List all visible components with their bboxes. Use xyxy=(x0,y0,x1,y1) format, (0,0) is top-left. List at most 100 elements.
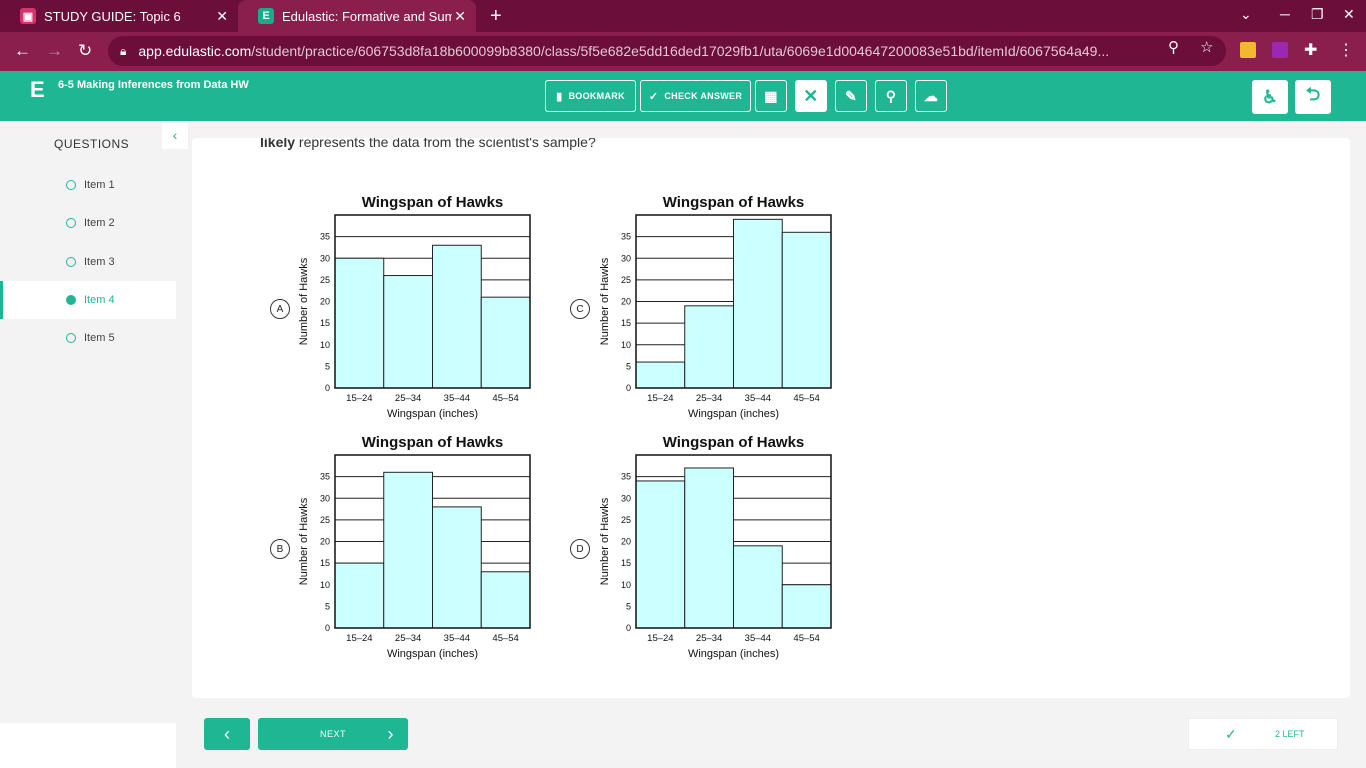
plot-frame xyxy=(334,214,531,389)
y-axis-label: Number of Hawks xyxy=(599,257,611,345)
option-a-choice[interactable]: A xyxy=(270,299,290,319)
bookmark-star-icon[interactable]: ☆ xyxy=(1200,39,1214,56)
y-tick-label: 30 xyxy=(621,493,631,503)
chart-title: Wingspan of Hawks xyxy=(362,434,504,451)
sidebar-item-4[interactable]: Item 4 xyxy=(0,281,176,319)
option-c-choice[interactable]: C xyxy=(570,299,590,319)
magnifier-button[interactable]: ⚲ xyxy=(875,80,907,112)
reload-icon[interactable]: ↻ xyxy=(78,41,93,60)
sidebar-item-3[interactable]: Item 3 xyxy=(0,243,176,281)
y-tick-label: 35 xyxy=(621,472,631,482)
minimize-icon[interactable]: ─ xyxy=(1280,6,1290,22)
x-tick-label: 25–34 xyxy=(395,633,421,644)
bar xyxy=(684,305,734,389)
status-dot-icon xyxy=(66,333,76,343)
edulastic-icon: E xyxy=(258,8,274,24)
y-tick-label: 10 xyxy=(320,580,330,590)
y-tick-label: 5 xyxy=(626,361,631,371)
y-tick-label: 15 xyxy=(621,558,631,568)
collapse-sidebar-button[interactable]: ‹ xyxy=(162,121,188,149)
browser-tab-bar: ▣ STUDY GUIDE: Topic 6 ✕ E Edulastic: Fo… xyxy=(0,0,1366,32)
y-tick-label: 20 xyxy=(320,537,330,547)
slides-icon: ▣ xyxy=(20,8,36,24)
scratchpad-button[interactable]: ✎ xyxy=(835,80,867,112)
browser-tab-edulastic[interactable]: E Edulastic: Formative and Summ ✕ xyxy=(238,0,476,32)
x-axis-label: Wingspan (inches) xyxy=(387,648,478,660)
scratchpad-icon: ✎ xyxy=(844,87,858,104)
x-tick-label: 45–54 xyxy=(793,633,819,644)
sidebar-item-2[interactable]: Item 2 xyxy=(0,204,176,242)
questions-heading: QUESTIONS xyxy=(54,137,130,151)
sidebar-item-5[interactable]: Item 5 xyxy=(0,319,176,357)
new-tab-icon[interactable]: + xyxy=(490,4,502,27)
option-b-choice[interactable]: B xyxy=(270,539,290,559)
bookmark-label: BOOKMARK xyxy=(568,91,625,101)
exit-button[interactable]: ⮌ xyxy=(1295,80,1331,114)
save-button[interactable]: ☁ xyxy=(915,80,947,112)
question-text-bold: likely xyxy=(260,138,296,150)
y-tick-label: 0 xyxy=(626,383,631,393)
browser-tab-study-guide[interactable]: ▣ STUDY GUIDE: Topic 6 ✕ xyxy=(0,0,238,32)
check-icon: ✓ xyxy=(1225,725,1237,742)
forward-icon[interactable]: → xyxy=(46,41,63,60)
sidebar-item-label: Item 1 xyxy=(84,179,115,191)
remaining-items-indicator[interactable]: ✓ 2 LEFT xyxy=(1188,718,1338,750)
previous-button[interactable]: ‹ xyxy=(204,718,250,750)
app-header: E 6-5 Making Inferences from Data HW ▮ BO… xyxy=(0,71,1366,121)
bookmark-icon: ▮ xyxy=(556,90,563,103)
y-tick-label: 0 xyxy=(325,623,330,633)
x-tick-label: 15–24 xyxy=(346,633,372,644)
next-button[interactable]: NEXT › xyxy=(258,718,408,750)
chart-title: Wingspan of Hawks xyxy=(663,194,805,211)
close-window-icon[interactable]: ✕ xyxy=(1343,6,1355,22)
close-tab-icon[interactable]: ✕ xyxy=(216,8,228,24)
y-axis-label: Number of Hawks xyxy=(298,497,310,585)
chart-title: Wingspan of Hawks xyxy=(362,194,504,211)
y-tick-label: 5 xyxy=(325,361,330,371)
grid-view-button[interactable]: ▦ xyxy=(755,80,787,112)
extension-icon[interactable] xyxy=(1240,42,1256,58)
menu-icon[interactable]: ⋮ xyxy=(1338,42,1354,59)
chart-option-d: Wingspan of Hawks 0 5 10 15 20 25 30 35 15–24 25–3… xyxy=(599,434,832,660)
y-tick-label: 20 xyxy=(320,297,330,307)
y-tick-label: 30 xyxy=(621,253,631,263)
x-tick-label: 35–44 xyxy=(745,633,771,644)
accessibility-button[interactable]: ♿︎ xyxy=(1252,80,1288,114)
bookmark-button[interactable]: ▮ BOOKMARK xyxy=(545,80,636,112)
tab-search-icon[interactable]: ⌄ xyxy=(1240,6,1252,22)
y-tick-label: 30 xyxy=(320,493,330,503)
restore-icon[interactable]: ❐ xyxy=(1311,6,1324,22)
back-icon[interactable]: ← xyxy=(14,41,31,60)
accessibility-icon: ♿︎ xyxy=(1261,86,1279,107)
extension-icon[interactable] xyxy=(1272,42,1288,58)
sidebar-item-1[interactable]: Item 1 xyxy=(0,166,176,204)
chevron-right-icon: › xyxy=(387,723,394,744)
close-tab-icon[interactable]: ✕ xyxy=(454,8,466,24)
y-tick-label: 15 xyxy=(320,318,330,328)
y-tick-label: 10 xyxy=(621,340,631,350)
x-tick-label: 35–44 xyxy=(444,633,470,644)
close-tool-button[interactable]: ✕ xyxy=(795,80,827,112)
address-bar[interactable]: 🔒︎ app.edulastic.com/student/practice/60… xyxy=(108,36,1226,66)
bar xyxy=(733,545,783,629)
url-path: /student/practice/606753d8fa18b600099b83… xyxy=(251,43,1110,59)
zoom-icon[interactable]: ⚲ xyxy=(1168,39,1179,56)
x-tick-label: 25–34 xyxy=(696,633,722,644)
url-host: app.edulastic.com xyxy=(138,43,252,59)
puzzle-icon[interactable]: ✚ xyxy=(1304,42,1318,59)
bar xyxy=(334,257,385,389)
edulastic-logo: E xyxy=(30,77,45,102)
chevron-left-icon: ‹ xyxy=(224,723,230,744)
x-axis-label: Wingspan (inches) xyxy=(688,408,779,420)
check-answer-button[interactable]: ✓ CHECK ANSWER xyxy=(640,80,751,112)
magnifier-icon: ⚲ xyxy=(885,87,897,104)
y-tick-label: 0 xyxy=(325,383,330,393)
bar xyxy=(635,480,686,629)
sidebar-footer xyxy=(0,723,176,768)
y-tick-label: 15 xyxy=(320,558,330,568)
sidebar-item-label: Item 2 xyxy=(84,217,115,229)
chart-option-b: Wingspan of Hawks 0 5 10 15 20 25 30 35 15–24 25–3… xyxy=(298,434,531,660)
x-tick-label: 25–34 xyxy=(696,393,722,404)
option-d-choice[interactable]: D xyxy=(570,539,590,559)
grid-icon: ▦ xyxy=(764,87,778,104)
